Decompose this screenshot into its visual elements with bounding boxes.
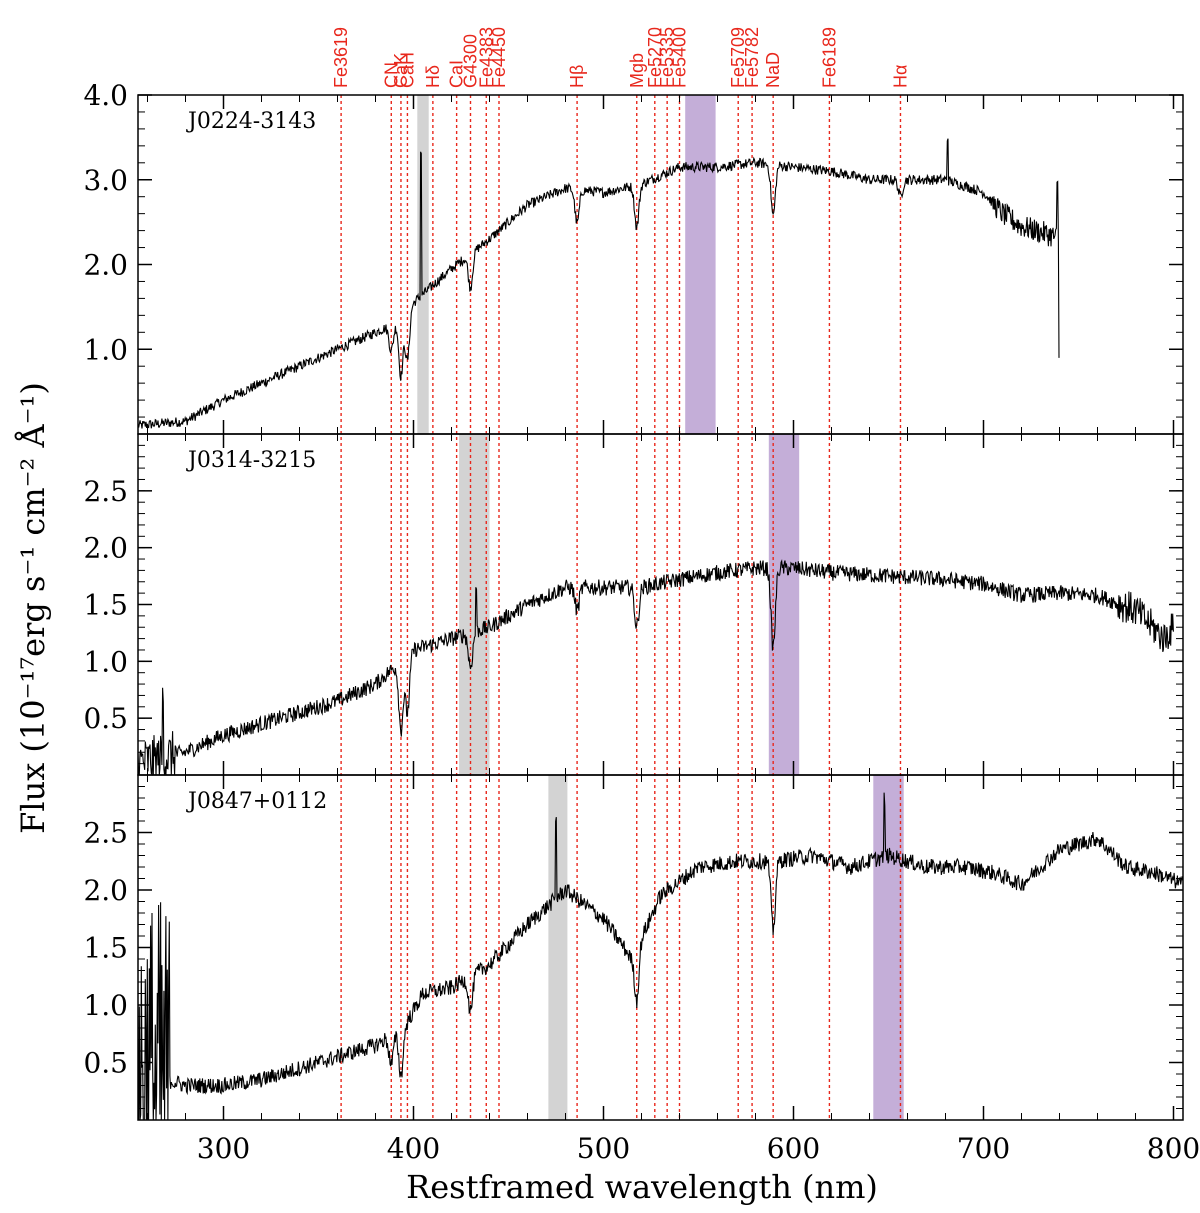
panel-label-2: J0314-3215 xyxy=(186,448,316,473)
text-labels: 1.0 2.0 3.0 4.0 J0224-3143 0.5 1.0 1.5 2.0 2.5 J03… xyxy=(83,27,1200,1165)
line-label-CaI: CaI xyxy=(447,60,467,88)
panel-label-3: J0847+0112 xyxy=(186,789,327,814)
purple-band-1 xyxy=(685,95,716,434)
x-tick-label: 400 xyxy=(387,1132,440,1165)
highlight-bands xyxy=(417,95,904,1120)
grey-band-2 xyxy=(459,434,490,775)
line-label-Fe4450: Fe4450 xyxy=(489,27,509,88)
y-tick-label: 2.5 xyxy=(83,817,128,850)
line-label-Fe6189: Fe6189 xyxy=(819,27,839,88)
line-label-Fe4383: Fe4383 xyxy=(476,27,496,88)
line-label-NaD: NaD xyxy=(763,52,783,88)
line-label-Fe3619: Fe3619 xyxy=(331,27,351,88)
spectrum-J0314-3215 xyxy=(137,559,1174,777)
y-tick-label: 2.0 xyxy=(83,532,128,565)
y-tick-label: 1.0 xyxy=(83,989,128,1022)
x-axis-title: Restframed wavelength (nm) xyxy=(406,1168,878,1206)
panel-frame-2 xyxy=(137,433,1184,776)
y-tick-label: 1.0 xyxy=(83,645,128,678)
line-label-Fe5270: Fe5270 xyxy=(645,27,665,88)
line-label-Hδ: Hδ xyxy=(423,65,443,88)
y-tick-label: 4.0 xyxy=(83,79,128,112)
line-label-CaK: CaK xyxy=(391,53,411,88)
y-tick-label: 0.5 xyxy=(83,1047,128,1080)
panel-label-1: J0224-3143 xyxy=(186,109,316,134)
panel-frames xyxy=(137,94,1184,1121)
x-tick-label: 800 xyxy=(1147,1132,1200,1165)
line-label-CN: CN xyxy=(381,62,401,88)
panel-frame-1 xyxy=(137,94,1184,435)
line-label-Mgb: Mgb xyxy=(627,53,647,88)
y-tick-label: 2.0 xyxy=(83,249,128,282)
x-tick-label: 700 xyxy=(957,1132,1010,1165)
line-label-Fe5400: Fe5400 xyxy=(670,27,690,88)
line-label-G4300: G4300 xyxy=(461,34,481,88)
y-tick-label: 1.5 xyxy=(83,589,128,622)
grey-band-1 xyxy=(417,95,429,434)
spectral-line-markers xyxy=(340,95,902,1120)
line-label-Fe5709: Fe5709 xyxy=(728,27,748,88)
spectrum-J0847+0112 xyxy=(138,792,1184,1121)
x-tick-label: 600 xyxy=(767,1132,820,1165)
spectra xyxy=(137,138,1184,1121)
line-label-Fe5335: Fe5335 xyxy=(657,27,677,88)
line-label-CaH: CaH xyxy=(397,52,417,88)
y-tick-label: 1.5 xyxy=(83,932,128,965)
y-tick-label: 2.5 xyxy=(83,475,128,508)
spectrum-J0224-3143 xyxy=(137,138,1060,429)
y-tick-label: 0.5 xyxy=(83,702,128,735)
purple-band-2 xyxy=(768,434,800,775)
y-tick-label: 3.0 xyxy=(83,164,128,197)
panel-frame-3 xyxy=(137,774,1184,1121)
line-label-Hα: Hα xyxy=(890,65,910,88)
grey-band-3 xyxy=(548,775,568,1120)
axis-ticks xyxy=(138,94,1183,1121)
y-tick-label: 1.0 xyxy=(83,333,128,366)
purple-band-3 xyxy=(873,775,904,1120)
y-axis-title: Flux (10⁻¹⁷erg s⁻¹ cm⁻² Å⁻¹) xyxy=(14,382,52,834)
line-label-Hβ: Hβ xyxy=(567,65,587,88)
x-tick-label: 500 xyxy=(577,1132,630,1165)
x-tick-label: 300 xyxy=(197,1132,250,1165)
line-label-Fe5782: Fe5782 xyxy=(742,27,762,88)
y-tick-label: 2.0 xyxy=(83,874,128,907)
